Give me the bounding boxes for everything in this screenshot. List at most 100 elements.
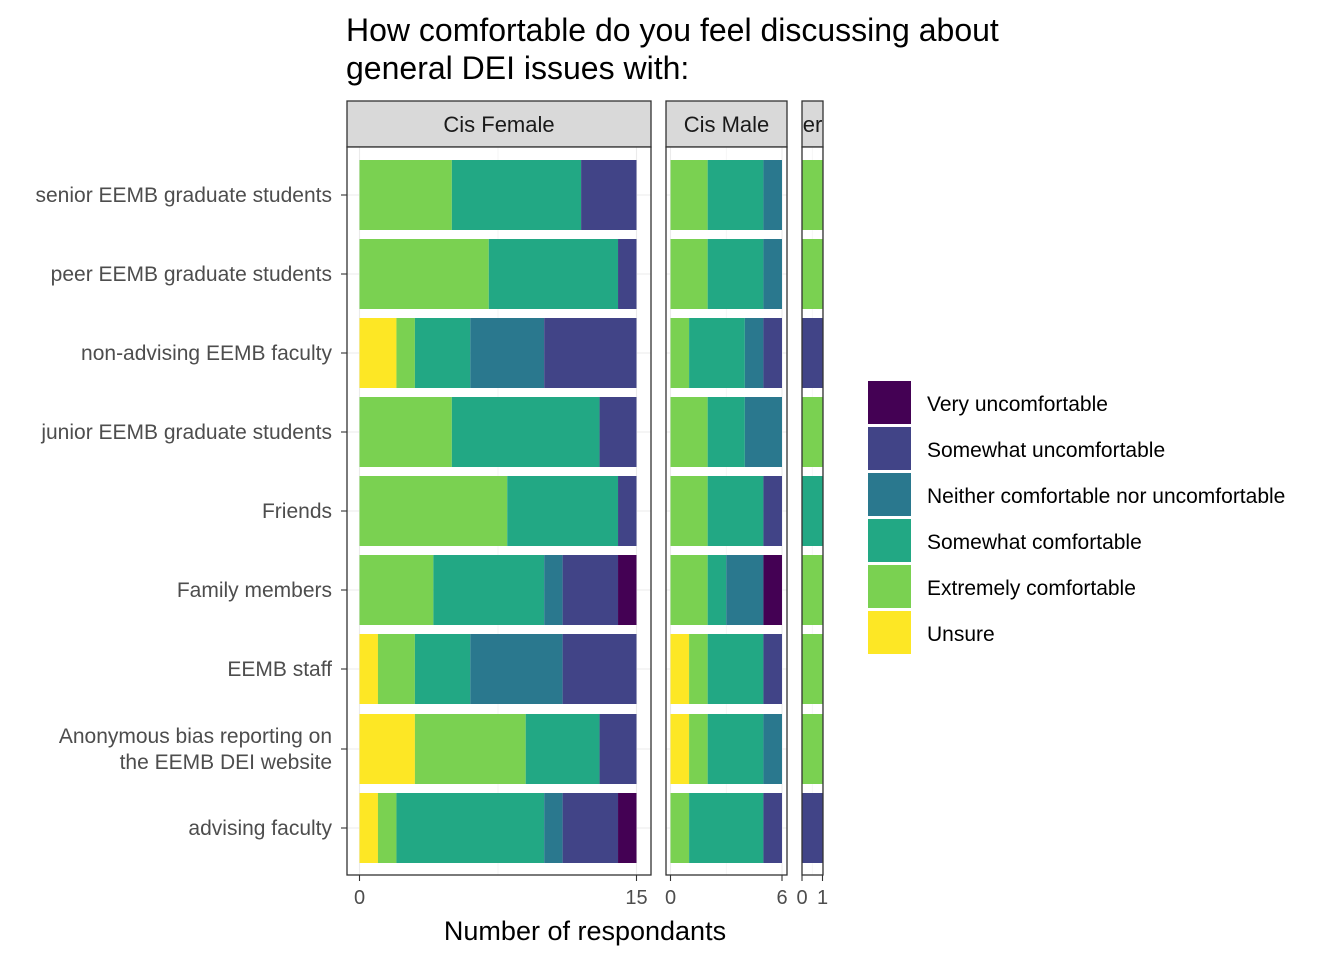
- bar-segment-somewhat-comfortable: [507, 476, 619, 546]
- bar-segment-extremely-comfortable: [670, 555, 708, 625]
- legend-item-somewhat-comfortable: Somewhat comfortable: [868, 519, 1142, 562]
- panel-border: [801, 146, 824, 876]
- bar-segment-very-uncomfortable: [618, 555, 637, 625]
- legend-item-very-uncomfortable: Very uncomfortable: [868, 381, 1108, 424]
- legend-key: [868, 381, 911, 424]
- bar-segment-somewhat-uncomfortable: [763, 793, 782, 863]
- bar-segment-somewhat-uncomfortable: [802, 793, 823, 863]
- panel-cis-male: Cis Male 0 6: [665, 100, 788, 909]
- bar-segment-extremely-comfortable: [377, 793, 397, 863]
- bar-segment-somewhat-uncomfortable: [618, 476, 637, 546]
- x-tick-label: 0: [665, 887, 676, 909]
- legend-label: Somewhat comfortable: [927, 531, 1142, 554]
- bar-segment-somewhat-comfortable: [451, 160, 582, 230]
- bar-segment-extremely-comfortable: [670, 160, 708, 230]
- bar-segment-neither-comfortable-nor-uncomfortable: [763, 239, 782, 309]
- bar-segment-somewhat-comfortable: [707, 634, 764, 704]
- legend-label: Extremely comfortable: [927, 577, 1136, 600]
- facet-strip-label: Cis Female: [443, 112, 554, 137]
- bar-segment-somewhat-uncomfortable: [562, 634, 637, 704]
- legend-label: Very uncomfortable: [927, 393, 1108, 416]
- legend-key: [868, 519, 911, 562]
- bar-segment-neither-comfortable-nor-uncomfortable: [470, 634, 563, 704]
- bar-segment-somewhat-uncomfortable: [562, 793, 619, 863]
- bar-segment-somewhat-uncomfortable: [562, 555, 619, 625]
- bar-segment-somewhat-comfortable: [414, 634, 471, 704]
- bar-segment-somewhat-comfortable: [707, 714, 764, 784]
- panel-cis-female: Cis Female 0 15: [346, 100, 652, 909]
- bar-segment-neither-comfortable-nor-uncomfortable: [726, 555, 764, 625]
- title-line-2: general DEI issues with:: [346, 50, 689, 86]
- bar-segment-unsure: [670, 634, 690, 704]
- bar-segment-somewhat-comfortable: [689, 793, 764, 863]
- bar-segment-somewhat-uncomfortable: [544, 318, 637, 388]
- legend-item-unsure: Unsure: [868, 611, 995, 654]
- bar-segment-neither-comfortable-nor-uncomfortable: [763, 714, 782, 784]
- bar-segment-somewhat-comfortable: [707, 239, 764, 309]
- x-tick-label: 0: [354, 887, 365, 909]
- category-axis: senior EEMB graduate students peer EEMB g…: [35, 184, 347, 840]
- bar-segment-very-uncomfortable: [763, 555, 782, 625]
- legend-key: [868, 427, 911, 470]
- bar-segment-somewhat-comfortable: [525, 714, 600, 784]
- bar-segment-somewhat-comfortable: [802, 476, 823, 546]
- bar-segment-extremely-comfortable: [689, 714, 708, 784]
- bar-segment-somewhat-comfortable: [707, 397, 745, 467]
- bar-segment-somewhat-comfortable: [707, 160, 764, 230]
- bar-segment-unsure: [359, 634, 378, 704]
- legend-label: Somewhat uncomfortable: [927, 439, 1165, 462]
- bar-segment-neither-comfortable-nor-uncomfortable: [763, 160, 782, 230]
- legend-item-neither-comfortable-nor-uncomfortable: Neither comfortable nor uncomfortable: [868, 473, 1285, 516]
- bar-segment-somewhat-uncomfortable: [763, 634, 782, 704]
- bar-segment-somewhat-comfortable: [396, 793, 545, 863]
- category-label: Friends: [262, 500, 332, 523]
- facet-strip-label: Cis Male: [684, 112, 770, 137]
- facet-strip: [346, 100, 652, 148]
- bar-segment-extremely-comfortable: [359, 239, 489, 309]
- bar-segment-extremely-comfortable: [670, 318, 690, 388]
- panel-er: er 0 1: [796, 100, 828, 909]
- bar-segment-extremely-comfortable: [802, 634, 823, 704]
- bar-segment-somewhat-comfortable: [488, 239, 619, 309]
- facet-strip: [665, 100, 788, 148]
- bar-segment-somewhat-uncomfortable: [802, 318, 823, 388]
- category-label: peer EEMB graduate students: [51, 263, 332, 286]
- category-label: advising faculty: [188, 817, 332, 840]
- legend-key: [868, 611, 911, 654]
- bar-segment-somewhat-uncomfortable: [763, 476, 782, 546]
- bar-segment-somewhat-comfortable: [433, 555, 545, 625]
- legend-item-extremely-comfortable: Extremely comfortable: [868, 565, 1136, 608]
- bar-segment-somewhat-uncomfortable: [618, 239, 637, 309]
- bar-segment-extremely-comfortable: [359, 555, 434, 625]
- bar-segment-unsure: [359, 714, 415, 784]
- bar-segment-extremely-comfortable: [802, 714, 823, 784]
- title-line-1: How comfortable do you feel discussing a…: [346, 12, 999, 48]
- bar-segment-extremely-comfortable: [802, 160, 823, 230]
- bar-segment-extremely-comfortable: [396, 318, 415, 388]
- bar-segment-extremely-comfortable: [670, 476, 708, 546]
- bar-segment-somewhat-uncomfortable: [599, 714, 637, 784]
- x-tick-label: 0: [796, 887, 807, 909]
- bar-segment-somewhat-comfortable: [707, 476, 764, 546]
- bar-segment-extremely-comfortable: [670, 397, 708, 467]
- bar-segment-extremely-comfortable: [359, 476, 508, 546]
- bar-segment-somewhat-uncomfortable: [581, 160, 637, 230]
- legend-key: [868, 565, 911, 608]
- bar-segment-unsure: [359, 793, 378, 863]
- bar-segment-somewhat-comfortable: [451, 397, 600, 467]
- legend-key: [868, 473, 911, 516]
- bar-segment-unsure: [670, 714, 690, 784]
- bar-segment-extremely-comfortable: [414, 714, 526, 784]
- x-axis-title: Number of respondants: [444, 916, 726, 946]
- bar-segment-extremely-comfortable: [802, 555, 823, 625]
- bar-segment-very-uncomfortable: [618, 793, 637, 863]
- bar-segment-somewhat-comfortable: [707, 555, 727, 625]
- category-label: Family members: [177, 579, 332, 602]
- bar-segment-neither-comfortable-nor-uncomfortable: [544, 793, 563, 863]
- bar-segment-extremely-comfortable: [359, 160, 452, 230]
- bar-segment-neither-comfortable-nor-uncomfortable: [744, 397, 782, 467]
- legend-label: Unsure: [927, 623, 995, 646]
- category-label: EEMB staff: [227, 658, 332, 681]
